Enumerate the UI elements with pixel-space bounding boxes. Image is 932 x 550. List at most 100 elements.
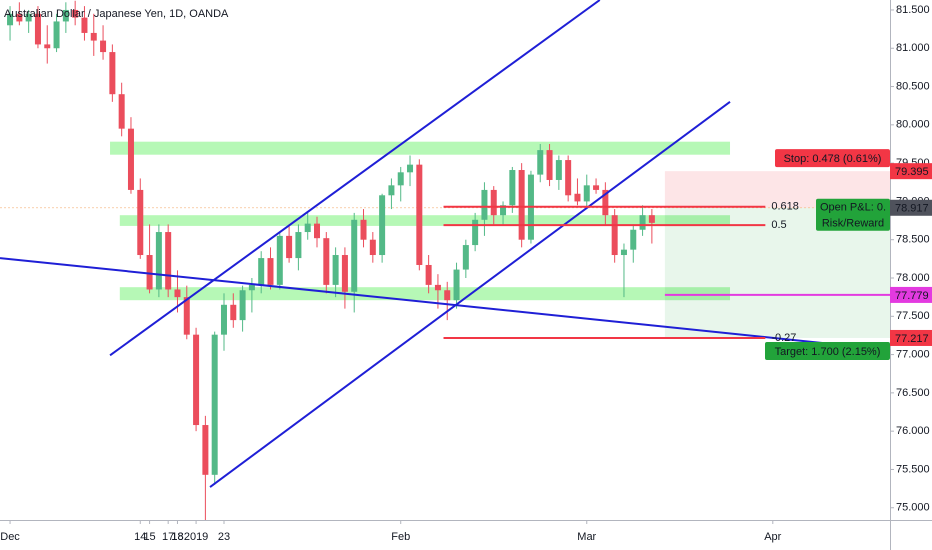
fib-label: -0.27 [771, 332, 796, 344]
candle-body [34, 13, 41, 45]
candle-body [25, 13, 32, 22]
y-tick-label: 75.000 [896, 502, 930, 514]
target-label-box [765, 341, 890, 360]
y-tick-label: 80.000 [896, 119, 930, 131]
candle-body [369, 239, 376, 256]
x-tick-label: Feb [391, 531, 410, 543]
candle-body [602, 189, 609, 216]
candle-body [202, 425, 209, 475]
stop-label-box [775, 149, 890, 168]
x-tick-label: Mar [577, 531, 596, 543]
candle-body [44, 44, 51, 49]
candle-body [648, 215, 655, 223]
x-tick-label: 18 [171, 531, 183, 543]
y-tick-label: 81.000 [896, 42, 930, 54]
candle-body [267, 258, 274, 285]
y-tick-label: 76.500 [896, 387, 930, 399]
candle-body [509, 170, 516, 206]
candle-body [444, 290, 451, 301]
fib-label: 0.5 [771, 219, 786, 231]
candle-body [611, 215, 618, 256]
candle-body [574, 193, 581, 202]
candle-body [72, 9, 79, 18]
candle-body [388, 185, 395, 196]
candle-body [295, 232, 302, 259]
candle-body [220, 304, 227, 335]
candle-body [81, 17, 88, 33]
stop-label: Stop: 0.478 (0.61%) [784, 153, 882, 165]
pnl-label: Open P&L: 0. [820, 202, 886, 214]
x-tick-label: Apr [764, 531, 781, 543]
candle-body [174, 289, 181, 298]
candle-body [639, 215, 646, 230]
trend-line [0, 257, 891, 351]
price-tag [890, 199, 932, 216]
candle-body [500, 205, 507, 216]
price-tag [890, 286, 932, 303]
x-tick-label: 15 [143, 531, 155, 543]
x-tick-label: 14 [134, 531, 146, 543]
y-tick-label: 81.500 [896, 4, 930, 16]
candle-body [332, 255, 339, 285]
price-tag-label: 77.779 [895, 290, 929, 302]
x-tick-label: 23 [218, 531, 230, 543]
candle-body [183, 297, 190, 335]
candle-body [397, 172, 404, 186]
trend-line [209, 101, 731, 488]
candle-body [407, 164, 414, 173]
candle-body [276, 235, 283, 285]
x-tick-label: 2019 [184, 531, 208, 543]
candle-body [258, 258, 265, 285]
candle-body [155, 232, 162, 290]
candle-body [53, 21, 60, 49]
candle-body [462, 245, 469, 270]
zone [119, 287, 731, 301]
candle-body [453, 269, 460, 301]
y-tick-label: 77.000 [896, 348, 930, 360]
y-tick-label: 78.500 [896, 234, 930, 246]
fib-label: 0.618 [771, 201, 799, 213]
candle-body [7, 13, 14, 26]
candle-body [593, 185, 600, 190]
candle-body [248, 284, 255, 291]
pnl-label: Risk/Reward [822, 218, 884, 230]
candle-body [314, 223, 321, 239]
price-tag-label: 78.917 [895, 203, 929, 215]
candle-body [230, 304, 237, 321]
candle-body [211, 334, 218, 475]
candle-body [90, 32, 97, 41]
y-tick-label: 76.000 [896, 425, 930, 437]
candle-body [351, 219, 358, 292]
candle-body [239, 290, 246, 321]
chart-title: Australian Dollar / Japanese Yen, 1D, OA… [4, 8, 229, 20]
candle-body [109, 52, 116, 95]
candle-body [360, 219, 367, 240]
candle-body [341, 255, 348, 292]
price-tag [890, 163, 932, 180]
candle-body [62, 9, 69, 22]
target-label: Target: 1.700 (2.15%) [775, 346, 881, 358]
candle-body [434, 284, 441, 291]
candle-body [546, 150, 553, 180]
trend-line [109, 0, 601, 357]
candle-body [193, 334, 200, 426]
candle-body [118, 94, 125, 129]
y-tick-label: 77.500 [896, 310, 930, 322]
x-tick-label: 18 [171, 531, 183, 543]
candle-body [630, 229, 637, 250]
pnl-label-box [816, 198, 890, 231]
candle-body [323, 238, 330, 285]
candle-body [537, 150, 544, 175]
candle-body [481, 189, 488, 220]
x-tick-label: 17 [162, 531, 174, 543]
candle-body [100, 40, 107, 53]
candle-body [416, 164, 423, 265]
candle-body [518, 170, 525, 240]
candle-body [379, 195, 386, 256]
price-tag-label: 77.217 [895, 333, 929, 345]
candle-body [490, 189, 497, 216]
y-tick-label: 75.500 [896, 463, 930, 475]
y-tick-label: 78.000 [896, 272, 930, 284]
candle-body [146, 255, 153, 290]
price-tag-label: 79.395 [895, 166, 929, 178]
